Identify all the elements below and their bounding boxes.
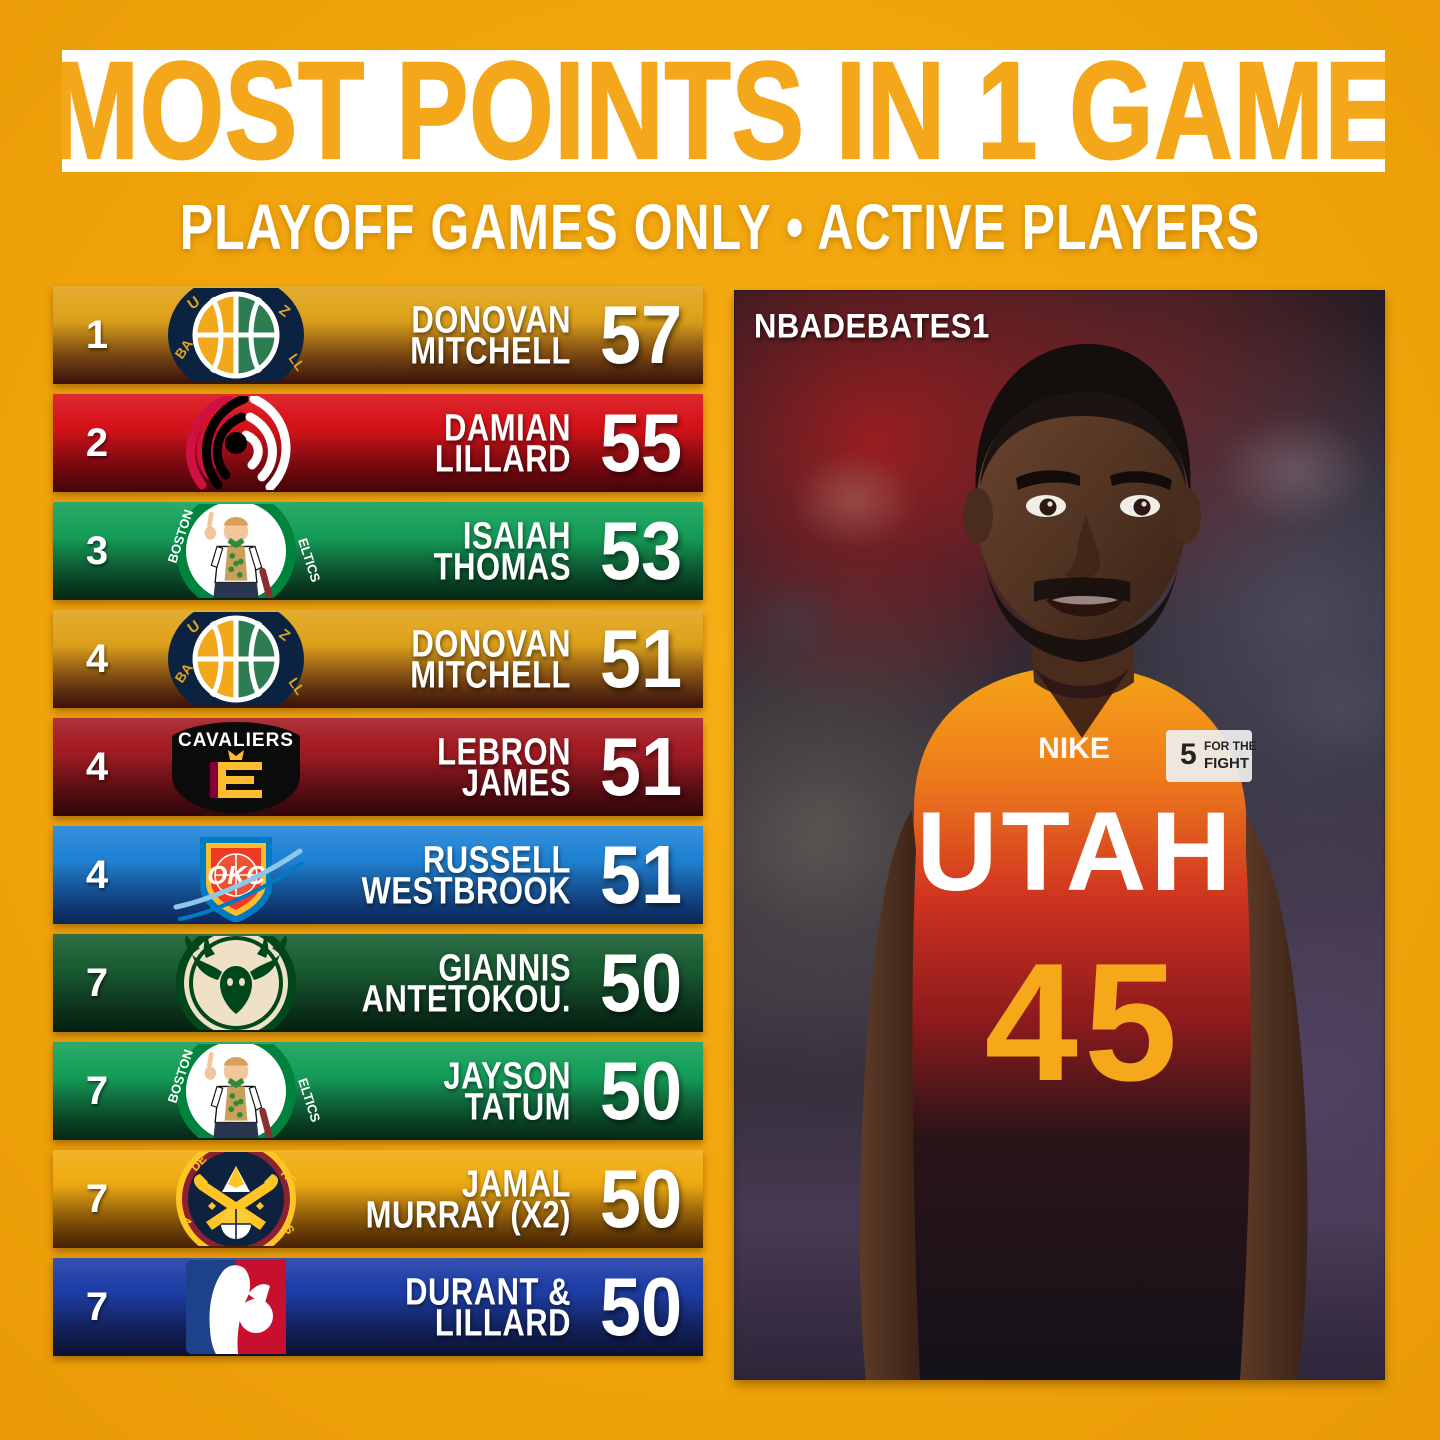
svg-text:CAVALIERS: CAVALIERS [178,730,294,751]
player-name-line1: ISAIAH [462,514,571,557]
player-name-line1: JAMAL [461,1162,571,1205]
svg-text:NIKE: NIKE [1038,732,1110,765]
svg-text:FOR THE: FOR THE [1204,739,1257,753]
table-row[interactable]: 4 OKC RUSSELL WESTBROOK 51 [53,826,703,924]
player-name: GIANNIS ANTETOKOU. [331,946,585,1018]
points-value: 50 [599,1043,683,1137]
jazz-logo: U Z BA LL [141,610,331,708]
svg-text:5: 5 [1180,738,1197,771]
page-title: MOST POINTS IN 1 GAME [62,50,1385,172]
svg-text:UTAH: UTAH [917,789,1236,914]
player-name-line2: THOMAS [433,545,571,588]
player-name: DAMIAN LILLARD [331,406,585,478]
table-row[interactable]: 4 U Z BA LL DONOVAN M [53,610,703,708]
points-value: 50 [599,1151,683,1245]
player-name-line2: WESTBROOK [361,869,571,912]
rank-number: 7 [85,1176,109,1221]
celtics-logo: BOSTON ELTICS [141,1042,331,1140]
table-row[interactable]: 1 U Z BA LL DONOVAN M [53,286,703,384]
table-row[interactable]: 3 BOSTON ELTICS [53,502,703,600]
celtics-logo: BOSTON ELTICS [141,502,331,600]
player-name-line2: ANTETOKOU. [361,977,571,1020]
table-row[interactable]: 7 BOSTON ELTICS [53,1042,703,1140]
player-name-line1: DONOVAN [411,622,571,665]
rank-number: 7 [85,960,109,1005]
points-value: 53 [599,503,683,597]
cavaliers-logo: CAVALIERS [141,718,331,816]
jazz-logo: U Z BA LL [141,286,331,384]
player-name-line1: DAMIAN [444,406,571,449]
player-name: LEBRON JAMES [331,730,585,802]
nuggets-logo: DE RS N S [141,1150,331,1248]
player-name: ISAIAH THOMAS [331,514,585,586]
player-name: DURANT & LILLARD [331,1270,585,1342]
points-value: 50 [599,935,683,1029]
player-name-line1: DURANT & [405,1270,571,1313]
player-name-line2: LILLARD [434,437,571,480]
player-name-line2: JAMES [461,761,571,804]
svg-text:45: 45 [985,928,1184,1116]
table-row[interactable]: 2 DAMIAN LILLARD 55 [53,394,703,492]
player-name-line2: MURRAY (X2) [365,1193,571,1236]
table-row[interactable]: 7 DE RS N S [53,1150,703,1248]
rank-number: 4 [85,852,109,897]
svg-text:FIGHT: FIGHT [1204,755,1249,772]
player-name: DONOVAN MITCHELL [331,622,585,694]
player-name: JAMAL MURRAY (X2) [331,1162,585,1234]
blazers-logo [141,394,331,492]
player-photo: NIKE UTAH 45 5 FOR THE FIGHT NBADEBATES1 [734,290,1385,1380]
points-value: 50 [599,1259,683,1353]
svg-text:ELTICS: ELTICS [295,1076,320,1124]
player-name-line2: LILLARD [434,1301,571,1344]
page-subtitle: PLAYOFF GAMES ONLY • ACTIVE PLAYERS [179,191,1261,263]
player-name-line2: TATUM [464,1085,571,1128]
rank-number: 4 [85,744,109,789]
watermark-text: NBADEBATES1 [754,306,990,346]
points-value: 51 [599,827,683,921]
bucks-logo [141,934,331,1032]
ranking-list: 1 U Z BA LL DONOVAN M [53,286,703,1366]
rank-number: 7 [85,1068,109,1113]
player-name-line1: JAYSON [443,1054,571,1097]
table-row[interactable]: 7 GIANNIS ANTETOKOU. 50 [53,934,703,1032]
svg-text:ELTICS: ELTICS [295,536,320,584]
player-name-line1: RUSSELL [422,838,571,881]
rank-number: 4 [85,636,109,681]
points-value: 55 [599,395,683,489]
player-name-line2: MITCHELL [410,653,571,696]
rank-number: 2 [85,420,109,465]
points-value: 51 [599,611,683,705]
player-name: DONOVAN MITCHELL [331,298,585,370]
player-name-line1: LEBRON [437,730,571,773]
player-name-line2: MITCHELL [410,329,571,372]
nba-logo [141,1258,331,1356]
points-value: 51 [599,719,683,813]
rank-number: 7 [85,1284,109,1329]
title-banner: MOST POINTS IN 1 GAME [62,50,1385,172]
player-name: JAYSON TATUM [331,1054,585,1126]
player-figure: NIKE UTAH 45 5 FOR THE FIGHT [859,343,1308,1380]
points-value: 57 [599,287,683,381]
rank-number: 3 [85,528,109,573]
player-name: RUSSELL WESTBROOK [331,838,585,910]
table-row[interactable]: 7 DURANT & LILLARD 50 [53,1258,703,1356]
table-row[interactable]: 4 CAVALIERS LEBRON JAMES 51 [53,718,703,816]
okc-logo: OKC [141,826,331,924]
player-name-line1: GIANNIS [438,946,571,989]
rank-number: 1 [85,312,109,357]
player-name-line1: DONOVAN [411,298,571,341]
